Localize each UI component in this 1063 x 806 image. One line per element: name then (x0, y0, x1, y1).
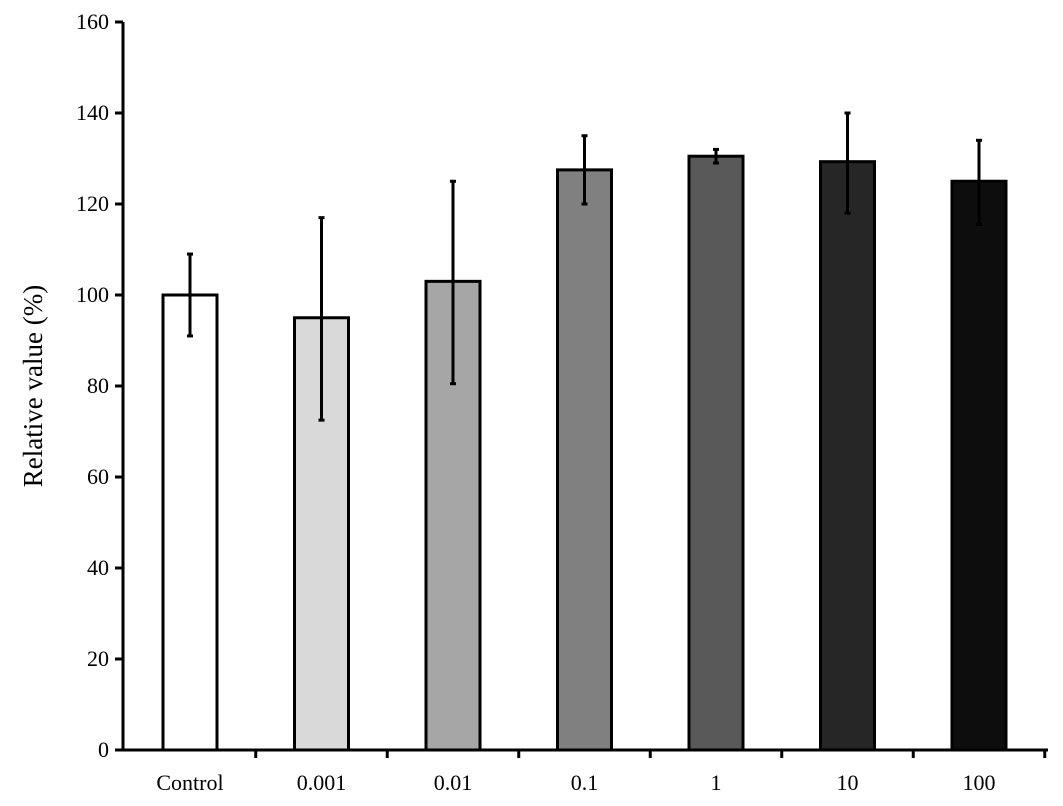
bar (687, 154, 745, 752)
bar (950, 179, 1008, 752)
y-tick-label: 140 (76, 100, 109, 125)
error-bar (318, 216, 325, 422)
y-tick-label: 60 (87, 464, 109, 489)
y-tick-label: 0 (98, 737, 109, 762)
y-tick-label: 40 (87, 555, 109, 580)
y-axis-title: Relative value (%) (18, 285, 48, 487)
error-bars-layer (187, 111, 982, 422)
x-tick-label: 10 (837, 770, 859, 795)
y-tick-label: 160 (76, 9, 109, 34)
y-ticks: 0 20 40 60 80 100 120 140 160 (76, 9, 123, 762)
bars-layer (161, 154, 1008, 752)
bar (819, 160, 876, 752)
y-tick-label: 20 (87, 646, 109, 671)
x-tick-label: Control (156, 770, 223, 795)
x-ticks: Control 0.001 0.01 0.1 1 10 100 (156, 750, 1047, 795)
error-bar (844, 111, 851, 215)
x-tick-label: 0.01 (434, 770, 473, 795)
y-tick-label: 80 (87, 373, 109, 398)
y-tick-label: 120 (76, 191, 109, 216)
error-bar (187, 252, 193, 338)
bar (556, 168, 613, 752)
x-tick-label: 0.001 (297, 770, 347, 795)
x-tick-label: 100 (963, 770, 996, 795)
bar (161, 293, 219, 752)
error-bar (976, 138, 982, 226)
x-tick-label: 1 (711, 770, 722, 795)
x-tick-label: 0.1 (571, 770, 599, 795)
error-bar (450, 179, 456, 386)
error-bar (581, 134, 588, 206)
error-bar (713, 147, 719, 165)
y-tick-label: 100 (76, 282, 109, 307)
